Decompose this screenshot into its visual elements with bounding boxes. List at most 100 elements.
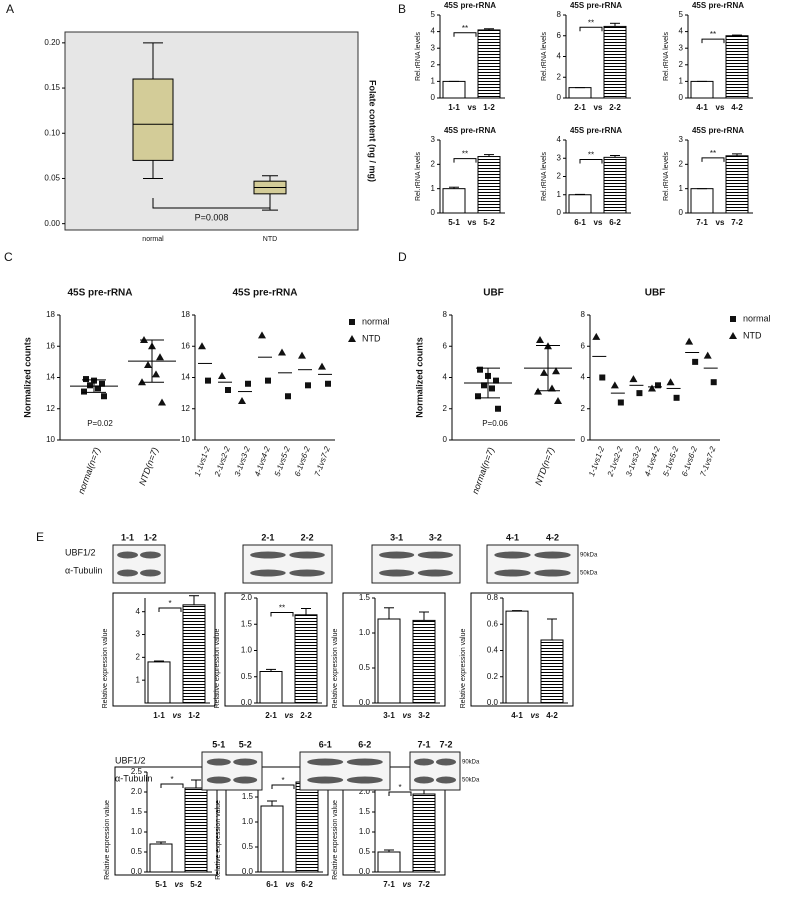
bar — [412, 793, 436, 873]
point — [617, 399, 624, 406]
significance-bracket — [388, 791, 412, 796]
point — [475, 393, 481, 400]
x-tick-label: 7-1vs7-2 — [698, 445, 717, 478]
y-tick-label: 0 — [431, 93, 436, 102]
y-axis-label: Relative expression value — [460, 629, 467, 709]
significance-bracket — [160, 783, 184, 788]
x-tick-label: normal — [142, 236, 164, 243]
significance-bracket — [579, 159, 603, 164]
x-separator: vs — [716, 218, 725, 227]
y-tick-label: 4 — [581, 373, 586, 382]
y-tick-label: 8 — [557, 10, 562, 19]
lane-label: 7-2 — [439, 739, 452, 749]
bar — [377, 851, 401, 873]
point — [218, 371, 226, 379]
point — [81, 388, 87, 395]
blot — [112, 544, 166, 584]
y-axis-label: Relative expression value — [102, 629, 109, 709]
blot-band — [379, 551, 415, 559]
x-tick-label: 5-2 — [483, 218, 495, 227]
x-separator: vs — [175, 880, 184, 889]
blot-band — [436, 776, 456, 784]
lane-label: 5-1 — [212, 739, 225, 749]
x-separator: vs — [531, 711, 540, 720]
panel-label: C — [4, 250, 13, 264]
point — [540, 368, 548, 376]
x-tick-label: 3-2 — [418, 711, 430, 720]
y-tick-label: 5 — [431, 10, 436, 19]
y-tick-label: 6 — [557, 31, 562, 40]
point — [495, 405, 501, 412]
point — [87, 382, 93, 389]
chart-title: 45S pre-rRNA — [67, 288, 132, 299]
bar — [603, 25, 627, 99]
blot-band — [346, 758, 383, 766]
blot-band — [417, 569, 453, 577]
point — [305, 382, 311, 389]
significance-bracket — [271, 784, 295, 789]
y-tick-label: 16 — [181, 341, 190, 350]
blot-band — [250, 551, 286, 559]
x-tick-label: 4-1vs4-2 — [253, 445, 272, 478]
y-tick-label: 1.5 — [241, 619, 253, 628]
y-tick-label: 6 — [443, 341, 448, 350]
y-axis-label: Rel.rRNA levels — [541, 151, 548, 201]
blot-band — [379, 569, 415, 577]
y-tick-label: 1.0 — [242, 817, 254, 826]
y-tick-label: 2 — [581, 404, 586, 413]
point — [285, 393, 291, 400]
point — [101, 393, 107, 400]
x-tick-label: 2-1vs2-2 — [212, 445, 232, 479]
x-tick-label: NTD — [263, 236, 277, 243]
x-tick-label: 1-1 — [153, 711, 165, 720]
chart-frame — [470, 592, 574, 707]
blot-band — [206, 776, 231, 784]
y-tick-label: 0.0 — [242, 867, 254, 876]
y-tick-label: 0.0 — [241, 698, 253, 707]
legend-label: NTD — [743, 330, 762, 340]
blot-size-label: 90kDa — [580, 553, 598, 559]
x-separator: vs — [286, 880, 295, 889]
blot-band — [414, 776, 434, 784]
point — [703, 351, 712, 359]
x-tick-label: 7-1vs7-2 — [313, 445, 332, 478]
lane-label: 1-1 — [121, 532, 134, 542]
y-tick-label: 4 — [557, 52, 562, 61]
y-axis-label: Relative expression value — [332, 629, 339, 709]
y-tick-label: 0.5 — [241, 672, 253, 681]
y-tick-label: 0.05 — [44, 174, 60, 183]
bar — [725, 155, 749, 214]
blot-band — [117, 551, 138, 559]
y-tick-label: 2 — [431, 60, 436, 69]
blot-band — [289, 569, 325, 577]
x-tick-label: 5-1vs5-2 — [661, 445, 680, 478]
y-tick-label: 0 — [431, 208, 436, 217]
x-tick-label: 6-2 — [301, 880, 313, 889]
lane-label: 7-1 — [417, 739, 430, 749]
y-tick-label: 1.5 — [359, 807, 371, 816]
y-tick-label: 2.5 — [131, 767, 143, 776]
panel-label: A — [6, 2, 14, 16]
y-tick-label: 1.5 — [131, 807, 143, 816]
point — [95, 385, 101, 392]
lane-label: 5-2 — [239, 739, 252, 749]
point — [636, 390, 643, 397]
point — [710, 379, 717, 386]
y-tick-label: 4 — [443, 373, 448, 382]
bar — [477, 156, 501, 214]
y-tick-label: 14 — [46, 373, 55, 382]
y-axis-label: Relative expression value — [332, 800, 339, 880]
plot-background — [64, 31, 359, 231]
point — [481, 382, 487, 389]
significance: ** — [710, 30, 716, 39]
x-tick-label: 7-1 — [383, 880, 395, 889]
y-tick-label: 4 — [557, 135, 562, 144]
legend-marker — [729, 332, 737, 339]
blot-band — [233, 776, 258, 784]
legend-marker — [349, 319, 355, 325]
bar — [260, 805, 284, 873]
blot — [486, 544, 579, 584]
x-tick-label: 3-1vs3-2 — [233, 445, 252, 478]
chart-title: 45S pre-rRNA — [444, 1, 496, 10]
point — [599, 374, 606, 381]
